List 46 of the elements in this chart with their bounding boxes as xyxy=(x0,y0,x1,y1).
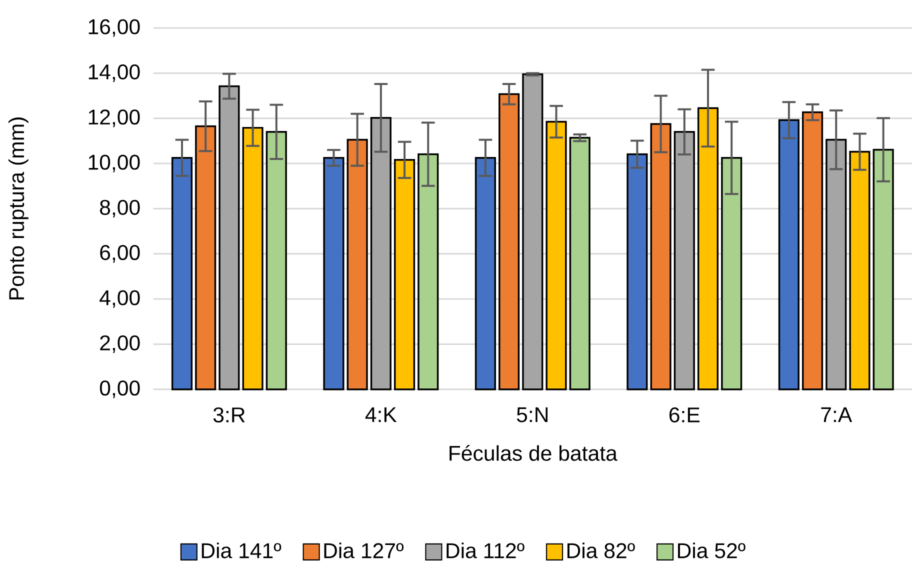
bar xyxy=(218,85,240,390)
legend-label: Dia 141º xyxy=(202,542,282,558)
bar xyxy=(323,156,344,390)
bar xyxy=(346,138,368,390)
bar xyxy=(546,120,567,390)
y-tick-label: 2,00 xyxy=(100,335,140,353)
x-tick-label: 6:E xyxy=(669,407,700,422)
bar xyxy=(826,138,847,390)
x-tick-label: 7:A xyxy=(821,407,852,422)
bar xyxy=(778,119,800,390)
x-tick-label: 3:R xyxy=(213,407,245,422)
bar xyxy=(849,150,870,390)
bar xyxy=(266,131,287,390)
bar xyxy=(522,73,544,390)
bar xyxy=(171,156,193,390)
bar xyxy=(872,148,894,390)
bar xyxy=(569,136,590,390)
bar xyxy=(242,126,264,390)
y-tick-label: 6,00 xyxy=(100,245,140,263)
y-tick-label: 10,00 xyxy=(88,154,140,172)
bar xyxy=(195,125,216,390)
x-tick-label: 4:K xyxy=(365,407,397,422)
y-tick-label: 4,00 xyxy=(100,290,140,308)
bar xyxy=(418,153,439,390)
bar xyxy=(650,123,672,390)
y-tick-label: 16,00 xyxy=(88,19,140,37)
bar xyxy=(626,153,648,390)
bar xyxy=(394,159,416,390)
legend-label: Dia 127º xyxy=(324,542,404,558)
legend-label: Dia 52º xyxy=(678,542,746,558)
y-tick-label: 12,00 xyxy=(88,110,140,128)
y-tick-label: 14,00 xyxy=(88,64,140,82)
bar xyxy=(674,131,695,390)
bar xyxy=(721,156,742,390)
legend-label: Dia 112º xyxy=(446,542,524,558)
bar xyxy=(474,156,496,390)
y-axis-title: Ponto ruptura (mm) xyxy=(8,118,28,300)
bar xyxy=(802,111,824,390)
bar xyxy=(370,117,392,390)
legend-label: Dia 82º xyxy=(567,542,635,558)
y-tick-label: 8,00 xyxy=(100,200,140,218)
bar xyxy=(498,93,520,390)
x-tick-label: 5:N xyxy=(516,407,548,422)
bar xyxy=(697,107,719,390)
x-axis-title: Féculas de batata xyxy=(450,444,618,461)
y-tick-label: 0,00 xyxy=(100,380,140,398)
